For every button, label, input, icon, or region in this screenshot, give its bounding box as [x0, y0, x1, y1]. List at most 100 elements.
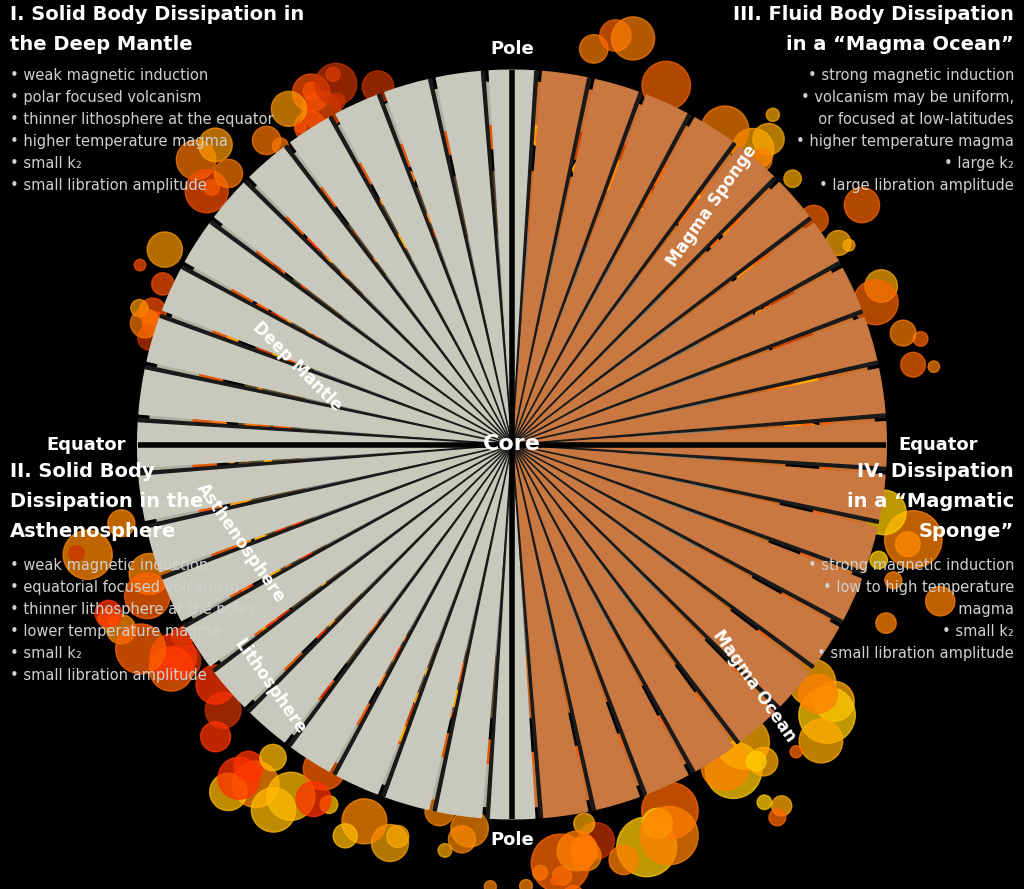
Circle shape [176, 140, 216, 180]
Circle shape [385, 317, 639, 572]
Circle shape [683, 229, 696, 243]
Circle shape [204, 180, 219, 196]
Wedge shape [512, 444, 814, 669]
Circle shape [271, 483, 276, 487]
Wedge shape [512, 95, 688, 444]
Circle shape [315, 63, 356, 105]
Circle shape [199, 128, 232, 162]
Circle shape [757, 312, 777, 332]
Circle shape [580, 35, 608, 63]
Circle shape [814, 681, 854, 721]
Wedge shape [512, 444, 543, 818]
Wedge shape [147, 444, 512, 572]
Circle shape [473, 158, 478, 164]
Circle shape [438, 844, 452, 857]
Circle shape [642, 61, 690, 110]
Text: • thinner lithosphere at the poles: • thinner lithosphere at the poles [10, 602, 255, 617]
Circle shape [783, 170, 802, 188]
Circle shape [265, 613, 284, 631]
Text: Lithosphere: Lithosphere [230, 636, 309, 737]
Circle shape [617, 175, 651, 208]
Circle shape [444, 197, 458, 211]
Wedge shape [512, 261, 840, 444]
Circle shape [551, 877, 559, 885]
Circle shape [273, 263, 282, 272]
Circle shape [572, 164, 584, 174]
Wedge shape [285, 145, 512, 444]
Text: Equator: Equator [898, 436, 978, 453]
Circle shape [336, 230, 353, 247]
Circle shape [784, 417, 800, 433]
Wedge shape [512, 182, 809, 444]
Wedge shape [512, 80, 639, 444]
Circle shape [257, 557, 274, 573]
Circle shape [367, 677, 373, 683]
Text: or focused at low-latitudes: or focused at low-latitudes [809, 112, 1014, 127]
Circle shape [95, 600, 122, 627]
Wedge shape [289, 444, 512, 747]
Circle shape [241, 449, 253, 461]
Circle shape [458, 672, 465, 680]
Wedge shape [512, 223, 839, 444]
Text: magma: magma [949, 602, 1014, 617]
Circle shape [274, 321, 288, 334]
Circle shape [329, 236, 339, 245]
Text: • small libration amplitude: • small libration amplitude [10, 669, 207, 684]
Circle shape [776, 276, 800, 300]
Circle shape [368, 266, 375, 273]
Circle shape [865, 269, 897, 302]
Text: Sponge”: Sponge” [919, 522, 1014, 541]
Wedge shape [512, 444, 879, 524]
Circle shape [770, 284, 804, 317]
Circle shape [63, 530, 113, 580]
Circle shape [755, 310, 769, 324]
Circle shape [366, 236, 377, 246]
Circle shape [400, 171, 415, 186]
Circle shape [303, 748, 345, 790]
Circle shape [348, 207, 362, 222]
Circle shape [316, 231, 331, 246]
Wedge shape [512, 124, 834, 765]
Circle shape [746, 751, 766, 771]
Circle shape [589, 159, 622, 191]
Wedge shape [385, 80, 512, 444]
Circle shape [290, 297, 298, 305]
Circle shape [397, 233, 412, 247]
Wedge shape [512, 444, 694, 773]
Wedge shape [248, 444, 512, 712]
Circle shape [753, 124, 784, 155]
Circle shape [298, 298, 313, 313]
Circle shape [415, 693, 429, 708]
Circle shape [207, 511, 218, 523]
Wedge shape [291, 444, 512, 771]
Circle shape [267, 773, 315, 821]
Circle shape [229, 350, 237, 357]
Circle shape [284, 359, 296, 371]
Wedge shape [385, 444, 512, 809]
Circle shape [602, 159, 624, 181]
Circle shape [237, 484, 254, 501]
Circle shape [266, 621, 273, 629]
Wedge shape [160, 315, 512, 444]
Circle shape [442, 685, 452, 694]
Circle shape [272, 606, 287, 621]
Wedge shape [512, 414, 886, 444]
Circle shape [220, 353, 229, 362]
Circle shape [297, 352, 303, 358]
Circle shape [274, 424, 281, 430]
Text: • polar focused volcanism: • polar focused volcanism [10, 90, 202, 105]
Circle shape [802, 389, 815, 403]
Circle shape [295, 122, 306, 132]
Circle shape [233, 751, 263, 781]
Circle shape [390, 646, 404, 661]
Circle shape [671, 195, 701, 225]
Circle shape [257, 388, 262, 393]
Wedge shape [137, 421, 512, 468]
Circle shape [706, 741, 762, 798]
Circle shape [660, 211, 675, 225]
Circle shape [379, 246, 385, 252]
Wedge shape [512, 444, 785, 718]
Circle shape [799, 719, 843, 763]
Circle shape [232, 761, 279, 807]
Circle shape [222, 445, 240, 462]
